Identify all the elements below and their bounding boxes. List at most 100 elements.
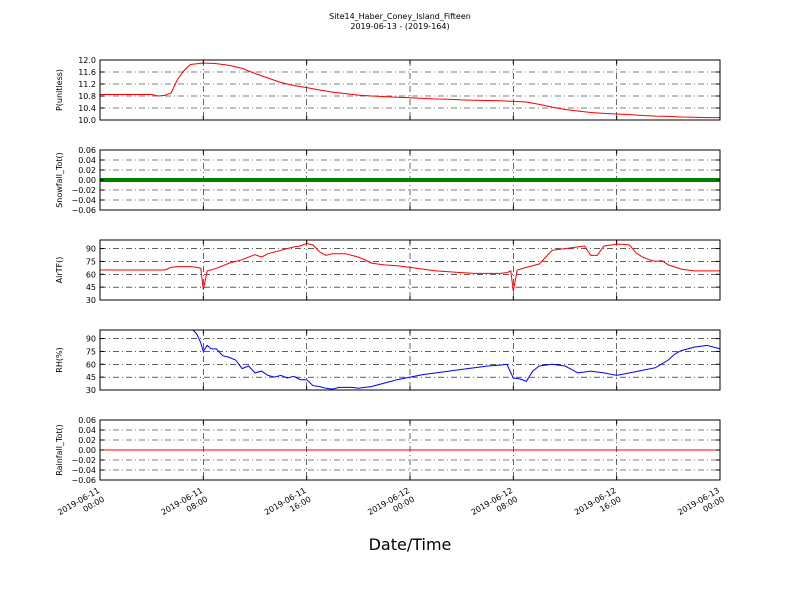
series-marker: [500, 178, 504, 182]
panel-4: 30 45 60 75 90 RH(%): [55, 329, 721, 395]
series-marker: [455, 178, 459, 182]
series-marker: [365, 178, 369, 182]
series-marker: [210, 178, 214, 182]
series-marker: [465, 178, 469, 182]
series-marker: [705, 178, 709, 182]
y-tick-label: −0.02: [71, 456, 96, 465]
series-marker: [655, 178, 659, 182]
series-marker: [600, 178, 604, 182]
y-tick-label: −0.06: [71, 206, 96, 215]
series-marker: [445, 178, 449, 182]
series-marker: [670, 178, 674, 182]
series-marker: [450, 178, 454, 182]
series-marker: [485, 178, 489, 182]
series-marker: [260, 178, 264, 182]
series-marker: [130, 178, 134, 182]
series-marker: [490, 178, 494, 182]
series-marker: [710, 178, 714, 182]
series-marker: [280, 178, 284, 182]
series-marker: [355, 178, 359, 182]
series-marker: [425, 178, 429, 182]
series-marker: [200, 178, 204, 182]
series-marker: [440, 178, 444, 182]
series-marker: [480, 178, 484, 182]
series-marker: [370, 178, 374, 182]
series-marker: [205, 178, 209, 182]
y-tick-label: 45: [86, 283, 96, 292]
series-marker: [590, 178, 594, 182]
series-marker: [630, 178, 634, 182]
series-marker: [405, 178, 409, 182]
series-marker: [350, 178, 354, 182]
series-marker: [125, 178, 129, 182]
series-line: [192, 329, 721, 390]
series-marker: [345, 178, 349, 182]
series-marker: [610, 178, 614, 182]
series-marker: [645, 178, 649, 182]
series-marker: [690, 178, 694, 182]
series-marker: [290, 178, 294, 182]
series-marker: [265, 178, 269, 182]
panel-1: 10.0 10.4 10.8 11.2 11.6 12.0 P(unitless): [55, 56, 721, 125]
series-marker: [475, 178, 479, 182]
y-axis-label: Rainfall_Tot(): [55, 424, 64, 476]
series-marker: [230, 178, 234, 182]
series-marker: [540, 178, 544, 182]
series-marker: [225, 178, 229, 182]
series-marker: [415, 178, 419, 182]
series-marker: [375, 178, 379, 182]
series-marker: [250, 178, 254, 182]
series-marker: [530, 178, 534, 182]
series-marker: [615, 178, 619, 182]
series-marker: [525, 178, 529, 182]
series-marker: [660, 178, 664, 182]
series-marker: [420, 178, 424, 182]
series-marker: [700, 178, 704, 182]
series-marker: [385, 178, 389, 182]
series-marker: [170, 178, 174, 182]
series-marker: [580, 178, 584, 182]
series-marker: [555, 178, 559, 182]
series-marker: [325, 178, 329, 182]
y-tick-label: 90: [86, 245, 96, 254]
series-marker: [120, 178, 124, 182]
series-marker: [150, 178, 154, 182]
series-marker: [565, 178, 569, 182]
series-marker: [470, 178, 474, 182]
series-marker: [665, 178, 669, 182]
series-marker: [605, 178, 609, 182]
y-tick-label: 0.04: [78, 156, 96, 165]
series-marker: [310, 178, 314, 182]
series-marker: [505, 178, 509, 182]
y-tick-label: 30: [86, 386, 96, 395]
y-tick-label: 0.06: [78, 146, 96, 155]
series-marker: [320, 178, 324, 182]
series-marker: [160, 178, 164, 182]
y-tick-label: 75: [86, 347, 96, 356]
y-tick-label: 45: [86, 373, 96, 382]
y-tick-label: 10.4: [78, 104, 96, 113]
y-tick-label: 60: [86, 360, 96, 369]
x-axis-title: Date/Time: [369, 535, 452, 554]
series-marker: [395, 178, 399, 182]
series-marker: [305, 178, 309, 182]
series-marker: [575, 178, 579, 182]
series-marker: [685, 178, 689, 182]
y-axis-label: AirTF(): [55, 257, 64, 284]
series-marker: [585, 178, 589, 182]
series-marker: [510, 178, 514, 182]
y-tick-label: 11.6: [78, 68, 96, 77]
y-tick-label: 75: [86, 257, 96, 266]
series-marker: [215, 178, 219, 182]
y-tick-label: 0.06: [78, 416, 96, 425]
series-marker: [460, 178, 464, 182]
y-axis-label: Snowfall_Tot(): [55, 152, 64, 208]
series-marker: [335, 178, 339, 182]
series-marker: [105, 178, 109, 182]
series-marker: [535, 178, 539, 182]
y-tick-label: 30: [86, 296, 96, 305]
series-marker: [625, 178, 629, 182]
series-marker: [145, 178, 149, 182]
series-marker: [285, 178, 289, 182]
series-marker: [295, 178, 299, 182]
